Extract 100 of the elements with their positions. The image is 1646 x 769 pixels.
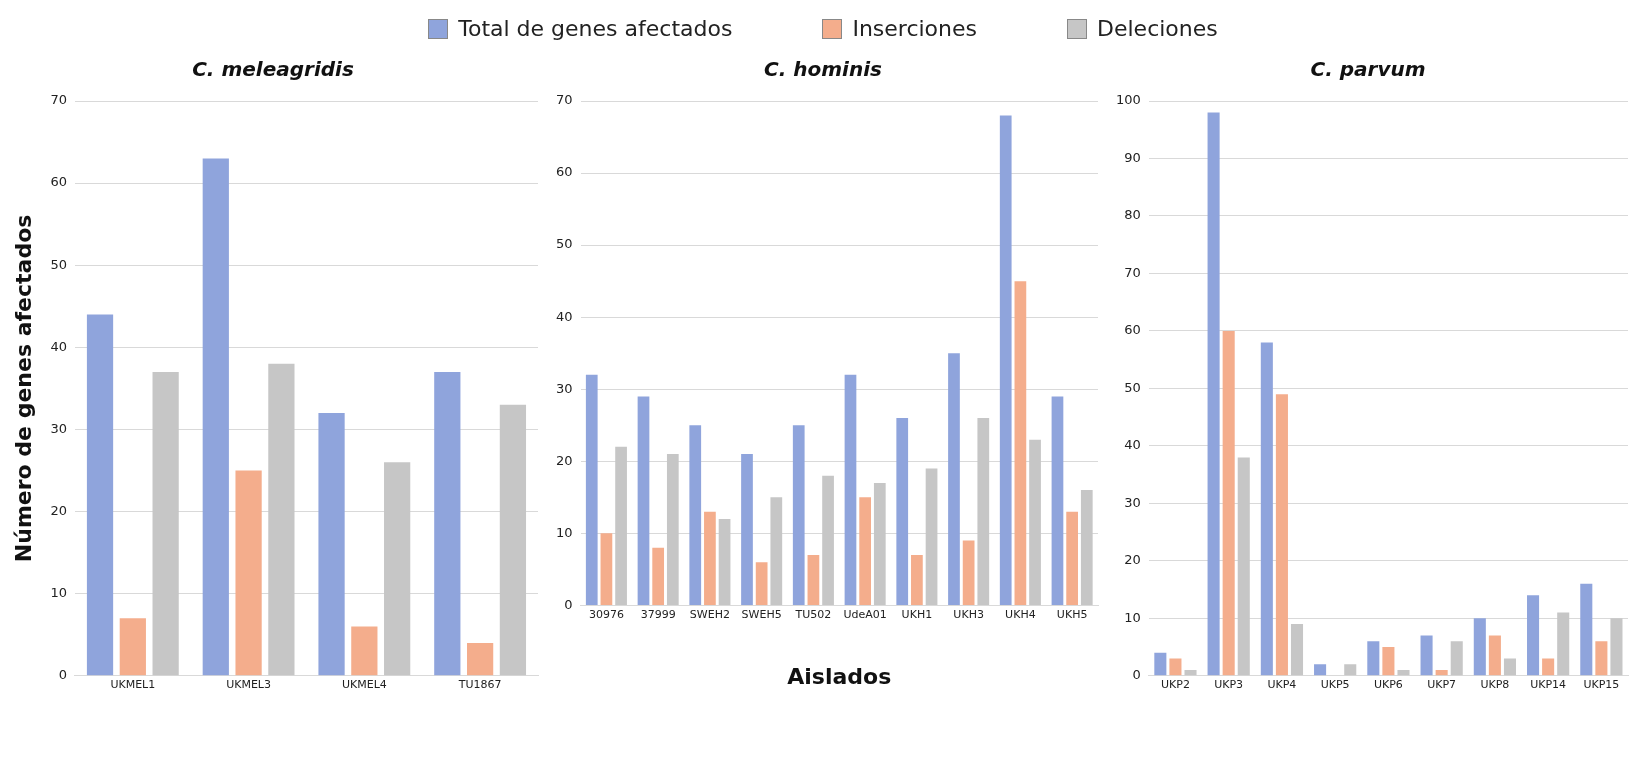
bar bbox=[1290, 624, 1304, 676]
x-tick-label: UKP4 bbox=[1267, 678, 1297, 692]
y-tick-label: 70 bbox=[50, 92, 67, 108]
y-tick-label: 10 bbox=[556, 524, 573, 540]
bar bbox=[1154, 652, 1167, 676]
y-tick-label: 40 bbox=[556, 308, 573, 324]
bar bbox=[1503, 658, 1517, 676]
x-tick-label: TU1867 bbox=[457, 678, 502, 692]
x-tick-label: UKP5 bbox=[1320, 678, 1350, 692]
legend-label: Deleciones bbox=[1097, 16, 1218, 41]
y-tick-label: 60 bbox=[50, 174, 67, 190]
bar bbox=[770, 497, 783, 605]
chart-title: C. hominis bbox=[764, 57, 883, 82]
bar bbox=[384, 462, 411, 676]
bar bbox=[1014, 281, 1027, 605]
y-tick-label: 60 bbox=[556, 164, 573, 180]
bar bbox=[911, 554, 923, 605]
y-tick-label: 20 bbox=[50, 502, 67, 518]
y-tick-label: 0 bbox=[564, 596, 573, 612]
y-tick-label: 90 bbox=[1124, 149, 1141, 165]
y-tick-label: 50 bbox=[1124, 379, 1141, 395]
bar bbox=[499, 404, 527, 676]
x-tick-label: UKH5 bbox=[1056, 607, 1088, 621]
bar bbox=[585, 374, 598, 605]
bar bbox=[896, 418, 909, 605]
y-tick-label: 60 bbox=[1124, 322, 1141, 338]
bar bbox=[600, 533, 613, 605]
x-tick-label: UKH3 bbox=[953, 607, 984, 621]
bar bbox=[1420, 635, 1433, 676]
y-tick-label: 0 bbox=[58, 667, 67, 683]
bar bbox=[1580, 583, 1593, 676]
y-tick-label: 80 bbox=[1124, 207, 1141, 223]
x-tick-label: TU502 bbox=[794, 607, 832, 621]
bar bbox=[689, 425, 702, 605]
bar bbox=[1029, 439, 1041, 605]
bar bbox=[637, 396, 650, 605]
y-tick-label: 50 bbox=[556, 236, 573, 252]
bar bbox=[999, 115, 1012, 605]
bar bbox=[86, 314, 114, 676]
x-tick-label: UKP2 bbox=[1160, 678, 1190, 692]
bar bbox=[1051, 396, 1064, 605]
y-tick-label: 100 bbox=[1115, 92, 1141, 108]
bar bbox=[1382, 647, 1395, 676]
bar bbox=[1595, 641, 1608, 676]
y-tick-label: 10 bbox=[50, 585, 67, 601]
bar bbox=[467, 642, 494, 676]
bar bbox=[1488, 635, 1501, 676]
bar bbox=[859, 497, 872, 605]
bar bbox=[792, 425, 805, 605]
bar bbox=[1222, 330, 1235, 676]
bar bbox=[202, 158, 229, 676]
x-tick-label: UKMEL3 bbox=[226, 678, 272, 692]
y-tick-label: 50 bbox=[50, 256, 67, 272]
bar bbox=[1344, 664, 1357, 676]
bar bbox=[615, 446, 627, 605]
bar bbox=[268, 363, 295, 676]
bar bbox=[962, 540, 975, 605]
x-tick-label: UKP15 bbox=[1583, 678, 1620, 692]
x-axis-title: Aislados bbox=[787, 663, 892, 689]
x-tick-label: UKP3 bbox=[1214, 678, 1244, 692]
bar bbox=[1557, 612, 1570, 676]
y-axis-title: Número de genes afectados bbox=[10, 214, 36, 563]
bar bbox=[119, 618, 146, 676]
x-tick-label: UKMEL4 bbox=[341, 678, 387, 692]
bar bbox=[1450, 641, 1463, 676]
bar bbox=[1066, 511, 1078, 605]
y-tick-label: 0 bbox=[1132, 667, 1141, 683]
legend-label: Inserciones bbox=[852, 16, 978, 41]
bar bbox=[1527, 595, 1540, 676]
bar bbox=[873, 482, 886, 605]
bar bbox=[1184, 670, 1197, 676]
bar bbox=[1435, 670, 1448, 676]
x-tick-label: SWEH2 bbox=[689, 607, 730, 621]
x-tick-label: UKH4 bbox=[1005, 607, 1036, 621]
bar bbox=[1314, 664, 1327, 676]
x-tick-label: UKP8 bbox=[1480, 678, 1510, 692]
bar bbox=[807, 554, 820, 605]
bar bbox=[235, 470, 262, 676]
y-tick-label: 40 bbox=[1124, 437, 1141, 453]
x-tick-label: SWEH5 bbox=[741, 607, 782, 621]
y-tick-label: 70 bbox=[556, 92, 573, 108]
legend-label: Total de genes afectados bbox=[458, 16, 733, 41]
bar bbox=[1237, 457, 1250, 676]
y-tick-label: 20 bbox=[556, 452, 573, 468]
y-tick-label: 20 bbox=[1124, 552, 1141, 568]
y-tick-label: 30 bbox=[1124, 494, 1141, 510]
bar bbox=[1367, 641, 1380, 676]
bar bbox=[318, 413, 345, 676]
bar bbox=[1260, 342, 1273, 676]
x-tick-label: 30976 bbox=[588, 607, 624, 621]
bar bbox=[434, 371, 461, 676]
bar bbox=[948, 353, 960, 605]
bar bbox=[351, 626, 378, 676]
bar bbox=[666, 454, 679, 605]
x-tick-label: UKMEL1 bbox=[110, 678, 156, 692]
x-tick-label: 37999 bbox=[640, 607, 676, 621]
y-tick-label: 70 bbox=[1124, 264, 1141, 280]
x-tick-label: UKP7 bbox=[1427, 678, 1457, 692]
x-tick-label: UKP6 bbox=[1373, 678, 1403, 692]
bar bbox=[652, 547, 665, 605]
